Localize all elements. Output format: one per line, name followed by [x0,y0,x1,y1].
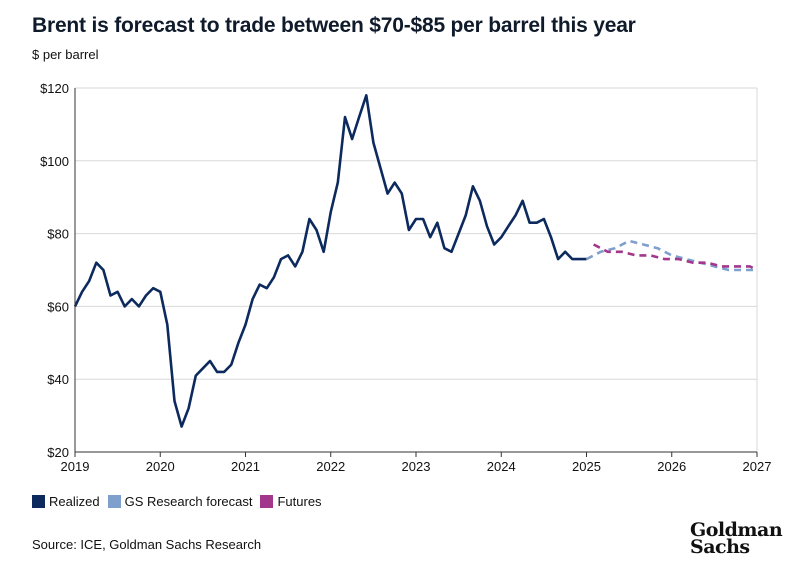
x-tick-label: 2021 [231,459,260,474]
legend-item-futures: Futures [260,494,322,509]
x-tick-label: 2027 [743,459,772,474]
legend: Realized GS Research forecast Futures [32,494,330,509]
goldman-sachs-logo: Goldman Sachs [690,519,783,558]
y-tick-label: $60 [47,299,69,314]
x-tick-label: 2023 [402,459,431,474]
legend-item-realized: Realized [32,494,100,509]
chart-title: Brent is forecast to trade between $70-$… [32,14,636,37]
source-note: Source: ICE, Goldman Sachs Research [32,537,262,552]
x-tick-label: 2019 [61,459,90,474]
x-tick-label: 2026 [657,459,686,474]
legend-label-futures: Futures [277,494,322,509]
y-tick-label: $80 [47,227,69,242]
legend-item-gs-forecast: GS Research forecast [107,494,253,509]
y-tick-label: $120 [40,81,69,96]
x-tick-label: 2020 [146,459,175,474]
y-tick-label: $100 [40,154,69,169]
chart-plot: $20 $40 $60 $80 $100 $120 2019 2020 2021 2022 2023… [40,81,771,474]
legend-swatch-futures [260,495,274,508]
axes: $20 $40 $60 $80 $100 $120 2019 2020 2021 2022 2023… [40,81,771,474]
x-tick-label: 2022 [316,459,345,474]
logo-line-1: Goldman [690,519,783,541]
y-axis-unit-label: $ per barrel [32,47,99,62]
x-tick-label: 2024 [487,459,516,474]
series-line-gs-research-forecast [585,239,757,272]
y-tick-label: $20 [47,445,69,460]
logo-line-2: Sachs [690,536,750,558]
y-tick-label: $40 [47,372,69,387]
legend-label-gs-forecast: GS Research forecast [124,494,253,509]
legend-swatch-realized [32,495,45,508]
grid-lines [75,87,758,452]
series-line-realized [73,94,587,428]
legend-swatch-gs-forecast [107,495,121,508]
series-line-futures [593,243,758,272]
legend-label-realized: Realized [49,494,100,509]
x-tick-label: 2025 [572,459,601,474]
series-lines [73,94,758,428]
